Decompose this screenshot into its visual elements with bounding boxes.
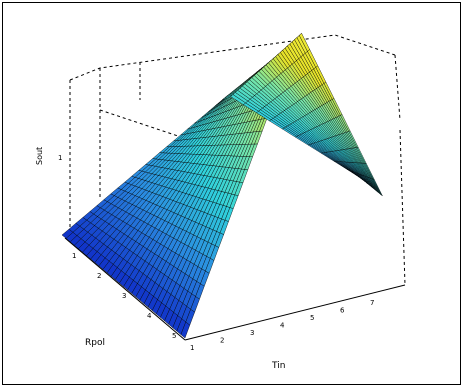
y-axis-label: Rpol <box>85 338 105 348</box>
axes-box <box>69 34 406 286</box>
x-tick-label: 4 <box>280 322 285 330</box>
tick-labels: 1 2 3 4 5 6 7 1 2 3 4 5 1 <box>58 154 374 352</box>
x-tick-label: 6 <box>340 307 345 315</box>
y-tick-label: 2 <box>97 272 101 280</box>
y-tick-label: 3 <box>122 292 126 300</box>
box-back-top <box>69 34 396 81</box>
y-tick-label: 4 <box>147 312 152 320</box>
y-tick-label: 1 <box>72 252 76 260</box>
x-tick-label: 2 <box>220 337 224 345</box>
x-axis-line <box>184 284 406 341</box>
z-tick-label: 1 <box>58 154 62 162</box>
x-axis-label: Tin <box>271 361 285 371</box>
x-tick-label: 7 <box>370 299 374 307</box>
front-axes <box>64 237 406 341</box>
box-front-right <box>399 129 406 286</box>
x-tick-label: 1 <box>190 344 194 352</box>
y-axis-line <box>64 237 186 341</box>
surface-facet <box>373 179 383 197</box>
y-tick-label: 5 <box>172 332 176 340</box>
x-tick-label: 3 <box>250 329 254 337</box>
x-tick-label: 5 <box>310 314 314 322</box>
box-back-right <box>394 54 401 121</box>
z-axis-label: Sout <box>35 147 44 165</box>
surface-mesh <box>61 32 383 339</box>
